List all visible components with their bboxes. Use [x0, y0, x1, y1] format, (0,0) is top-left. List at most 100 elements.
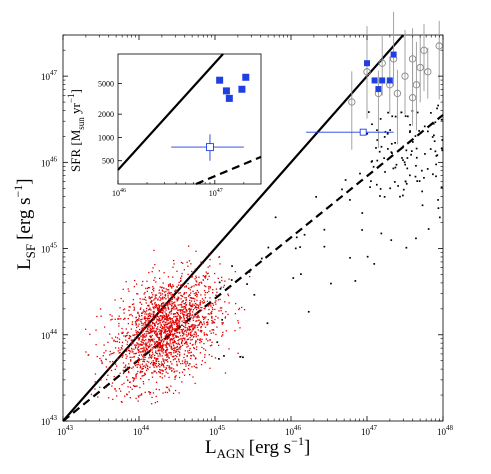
red-point	[151, 351, 154, 353]
red-point	[176, 348, 178, 351]
red-point	[177, 342, 180, 344]
red-point	[165, 371, 167, 373]
red-point	[167, 333, 169, 336]
black-point	[372, 165, 375, 168]
red-point	[214, 357, 217, 359]
red-point	[96, 315, 98, 318]
red-point	[179, 280, 182, 282]
red-point	[135, 324, 137, 326]
red-point	[158, 344, 160, 346]
red-point	[156, 304, 158, 307]
red-point	[142, 367, 144, 370]
red-point	[135, 326, 138, 329]
red-point	[167, 354, 169, 357]
red-point	[173, 308, 175, 310]
red-point	[191, 366, 193, 368]
red-point	[151, 323, 154, 325]
black-point	[387, 111, 389, 114]
red-point	[134, 352, 137, 355]
red-point	[212, 332, 215, 334]
red-point	[145, 330, 147, 333]
red-point	[167, 332, 169, 335]
red-point	[222, 331, 224, 334]
red-point	[150, 336, 152, 339]
red-point	[174, 370, 176, 372]
red-point	[133, 353, 135, 355]
red-point	[128, 349, 130, 351]
red-point	[158, 316, 160, 318]
black-point	[389, 129, 391, 131]
black-point	[411, 141, 414, 143]
red-point	[183, 316, 185, 318]
red-point	[205, 275, 207, 277]
red-point	[132, 342, 134, 345]
red-point	[143, 298, 146, 301]
red-point	[164, 318, 167, 320]
red-point	[89, 333, 91, 336]
red-point	[179, 310, 182, 312]
red-point	[125, 339, 127, 341]
black-point	[421, 204, 424, 207]
red-point	[194, 294, 196, 297]
red-point	[169, 332, 172, 334]
inset-blue-filled-square	[242, 73, 250, 81]
red-point	[122, 309, 125, 311]
red-point	[162, 310, 164, 312]
red-point	[181, 338, 183, 340]
red-point	[192, 324, 195, 326]
red-point	[211, 355, 213, 357]
red-point	[85, 351, 87, 353]
red-point	[158, 270, 161, 272]
red-point	[142, 360, 144, 363]
red-point	[217, 299, 220, 301]
red-point	[199, 338, 201, 340]
red-point	[111, 315, 113, 317]
red-point	[167, 355, 169, 358]
red-point	[201, 301, 203, 303]
red-point	[158, 350, 160, 352]
red-point	[175, 351, 177, 353]
red-point	[168, 357, 170, 359]
gray-open-circle	[424, 68, 432, 76]
red-point	[149, 329, 151, 331]
red-point	[168, 326, 170, 328]
red-point	[208, 304, 210, 306]
red-point	[149, 393, 151, 395]
red-point	[153, 311, 155, 314]
black-point	[406, 167, 409, 170]
red-point	[168, 390, 171, 392]
red-point	[120, 297, 122, 300]
red-point	[148, 304, 150, 306]
red-point	[140, 377, 142, 380]
red-point	[190, 354, 192, 357]
gray-open-circle	[393, 89, 402, 98]
red-point	[167, 285, 170, 287]
red-point	[153, 364, 155, 367]
red-point	[160, 324, 162, 327]
red-point	[181, 335, 184, 337]
red-point	[143, 317, 146, 319]
red-point	[125, 393, 128, 395]
red-point	[145, 339, 147, 341]
red-point	[184, 326, 186, 328]
red-point	[135, 360, 137, 362]
red-point	[147, 315, 150, 318]
red-point	[169, 339, 171, 341]
red-point	[132, 303, 135, 305]
red-point	[127, 386, 129, 388]
red-point	[168, 329, 170, 332]
red-point	[151, 325, 153, 328]
red-point	[143, 328, 146, 330]
red-point	[218, 256, 221, 258]
red-point	[162, 370, 164, 372]
red-point	[167, 327, 169, 329]
red-point	[173, 302, 175, 304]
inset-y-axis-label: SFR [Msun yr−1]	[66, 89, 86, 172]
red-point	[108, 397, 110, 399]
red-point	[127, 318, 129, 320]
red-point	[178, 281, 180, 284]
red-point	[202, 262, 204, 265]
black-point	[410, 153, 412, 156]
red-point	[201, 360, 204, 362]
